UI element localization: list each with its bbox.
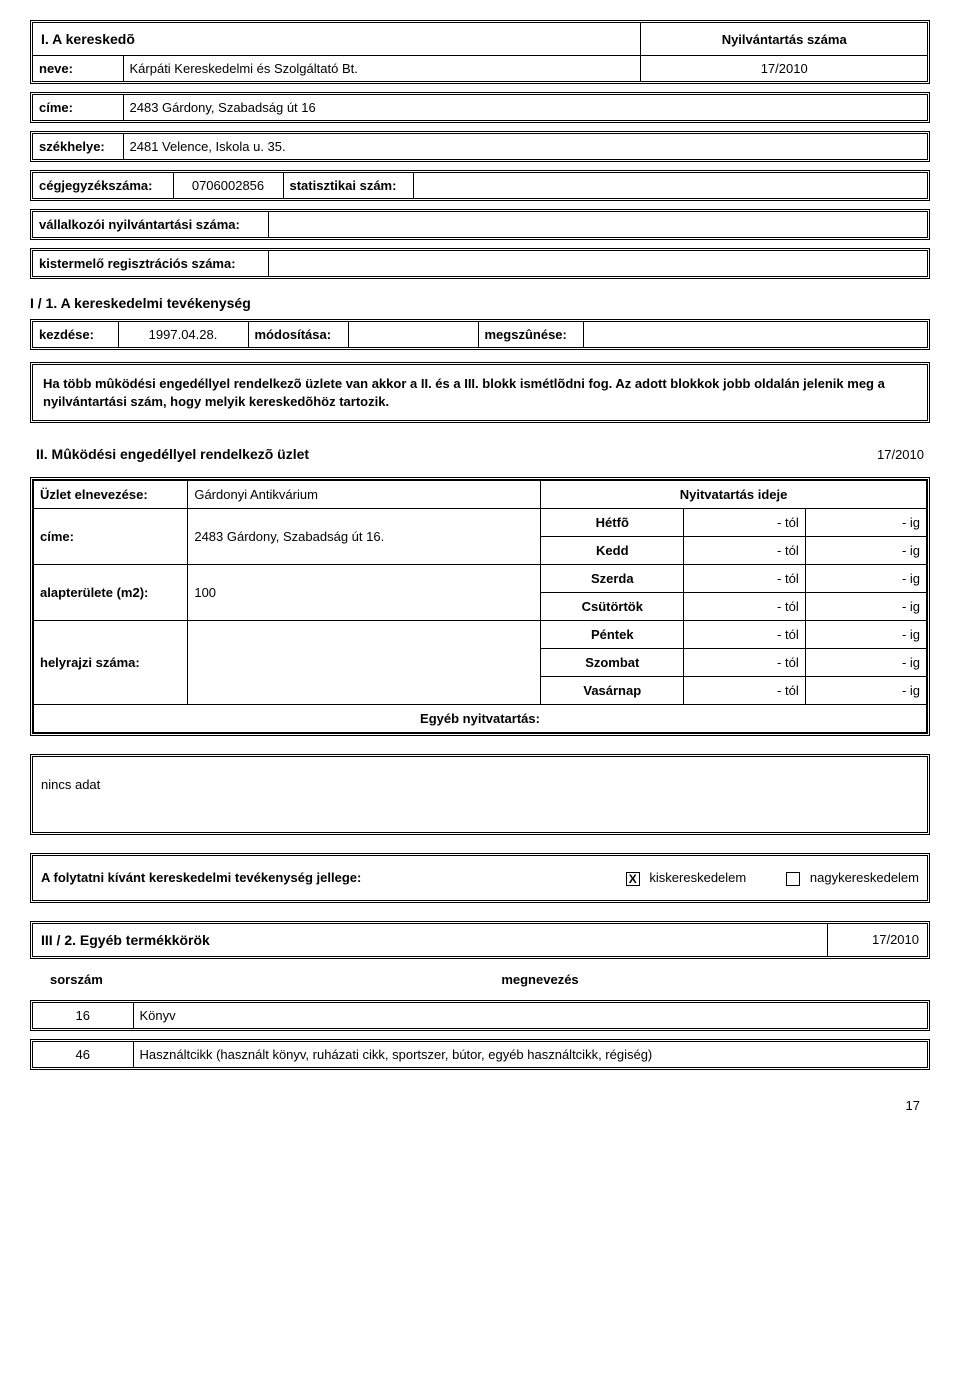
nincs-adat-box: nincs adat [30, 754, 930, 835]
megszunese-value [583, 322, 927, 347]
to-5: - ig [805, 649, 926, 677]
sorszam-label: sorszám [30, 967, 150, 992]
termek-row-1: 46 Használtcikk (használt könyv, ruházat… [30, 1039, 930, 1070]
cime-label: címe: [33, 95, 123, 120]
to-3: - ig [805, 593, 926, 621]
from-0: - tól [684, 509, 805, 537]
cime-box: címe: 2483 Gárdony, Szabadság út 16 [30, 92, 930, 123]
uzlet-box: Üzlet elnevezése: Gárdonyi Antikvárium N… [30, 477, 930, 736]
day-5: Szombat [541, 649, 684, 677]
day-3: Csütörtök [541, 593, 684, 621]
uzlet-cime-value: 2483 Gárdony, Szabadság út 16. [188, 509, 541, 565]
alap-value: 100 [188, 565, 541, 621]
cime-value: 2483 Gárdony, Szabadság út 16 [123, 95, 927, 120]
notice-box: Ha több mûködési engedéllyel rendelkezõ … [30, 362, 930, 423]
activity-box: A folytatni kívánt kereskedelmi tevékeny… [30, 853, 930, 903]
page-number: 17 [30, 1078, 930, 1113]
kistermelo-box: kistermelő regisztrációs száma: [30, 248, 930, 279]
section-3-2-regnum: 17/2010 [827, 924, 927, 956]
to-1: - ig [805, 537, 926, 565]
uzlet-elnev-label: Üzlet elnevezése: [34, 481, 188, 509]
kezdese-value: 1997.04.28. [118, 322, 248, 347]
section-i1-heading: I / 1. A kereskedelmi tevékenység [30, 295, 930, 311]
nagyker-checkbox[interactable] [786, 872, 800, 886]
from-4: - tól [684, 621, 805, 649]
helyrajzi-label: helyrajzi száma: [34, 621, 188, 705]
section-2-regnum: 17/2010 [830, 441, 930, 467]
from-5: - tól [684, 649, 805, 677]
kezdese-box: kezdése: 1997.04.28. módosítása: megszûn… [30, 319, 930, 350]
activity-label: A folytatni kívánt kereskedelmi tevékeny… [41, 870, 586, 885]
cegjegyzek-box: cégjegyzékszáma: 0706002856 statisztikai… [30, 170, 930, 201]
reg-number: 17/2010 [641, 56, 927, 82]
kisker-option: X kiskereskedelem [626, 870, 746, 886]
termek-num-1: 46 [33, 1042, 133, 1067]
stat-value [413, 173, 927, 198]
termek-name-1: Használtcikk (használt könyv, ruházati c… [133, 1042, 927, 1067]
stat-label: statisztikai szám: [283, 173, 413, 198]
termek-num-0: 16 [33, 1003, 133, 1028]
szekhelye-label: székhelye: [33, 134, 123, 159]
szekhelye-box: székhelye: 2481 Velence, Iskola u. 35. [30, 131, 930, 162]
termek-row-0: 16 Könyv [30, 1000, 930, 1031]
vallalkozoi-label: vállalkozói nyilvántartási száma: [33, 212, 268, 237]
day-0: Hétfõ [541, 509, 684, 537]
szekhelye-value: 2481 Velence, Iskola u. 35. [123, 134, 927, 159]
kistermelo-value [268, 251, 927, 276]
to-0: - ig [805, 509, 926, 537]
modositasa-label: módosítása: [248, 322, 348, 347]
nagyker-option: nagykereskedelem [786, 870, 919, 886]
megnevezes-label: megnevezés [150, 967, 930, 992]
to-6: - ig [805, 677, 926, 705]
section-3-2-head-box: III / 2. Egyéb termékkörök 17/2010 [30, 921, 930, 959]
page-container: I. A kereskedõ Nyilvántartás száma neve:… [0, 0, 960, 1133]
kezdese-label: kezdése: [33, 322, 118, 347]
section-1-heading: I. A kereskedõ [33, 23, 641, 56]
alap-label: alapterülete (m2): [34, 565, 188, 621]
cegjegyzek-label: cégjegyzékszáma: [33, 173, 173, 198]
egyeb-nyitva-label: Egyéb nyitvatartás: [34, 705, 927, 733]
day-6: Vasárnap [541, 677, 684, 705]
to-2: - ig [805, 565, 926, 593]
kisker-label: kiskereskedelem [649, 870, 746, 885]
megszunese-label: megszûnése: [478, 322, 583, 347]
day-2: Szerda [541, 565, 684, 593]
section-3-2-heading: III / 2. Egyéb termékkörök [33, 924, 827, 956]
helyrajzi-value [188, 621, 541, 705]
kistermelo-label: kistermelő regisztrációs száma: [33, 251, 268, 276]
day-1: Kedd [541, 537, 684, 565]
vallalkozoi-value [268, 212, 927, 237]
from-6: - tól [684, 677, 805, 705]
uzlet-elnev-value: Gárdonyi Antikvárium [188, 481, 541, 509]
cegjegyzek-value: 0706002856 [173, 173, 283, 198]
neve-value: Kárpáti Kereskedelmi és Szolgáltató Bt. [123, 56, 640, 81]
neve-label: neve: [33, 56, 123, 81]
nyitva-label: Nyitvatartás ideje [541, 481, 927, 509]
reg-label: Nyilvántartás száma [641, 23, 927, 56]
from-1: - tól [684, 537, 805, 565]
vallalkozoi-box: vállalkozói nyilvántartási száma: [30, 209, 930, 240]
kisker-checkbox[interactable]: X [626, 872, 640, 886]
uzlet-cime-label: címe: [34, 509, 188, 565]
from-3: - tól [684, 593, 805, 621]
day-4: Péntek [541, 621, 684, 649]
termek-name-0: Könyv [133, 1003, 927, 1028]
from-2: - tól [684, 565, 805, 593]
nagyker-label: nagykereskedelem [810, 870, 919, 885]
section-1-box: I. A kereskedõ Nyilvántartás száma neve:… [30, 20, 930, 84]
to-4: - ig [805, 621, 926, 649]
section-2-heading: II. Mûködési engedéllyel rendelkezõ üzle… [30, 441, 830, 467]
modositasa-value [348, 322, 478, 347]
